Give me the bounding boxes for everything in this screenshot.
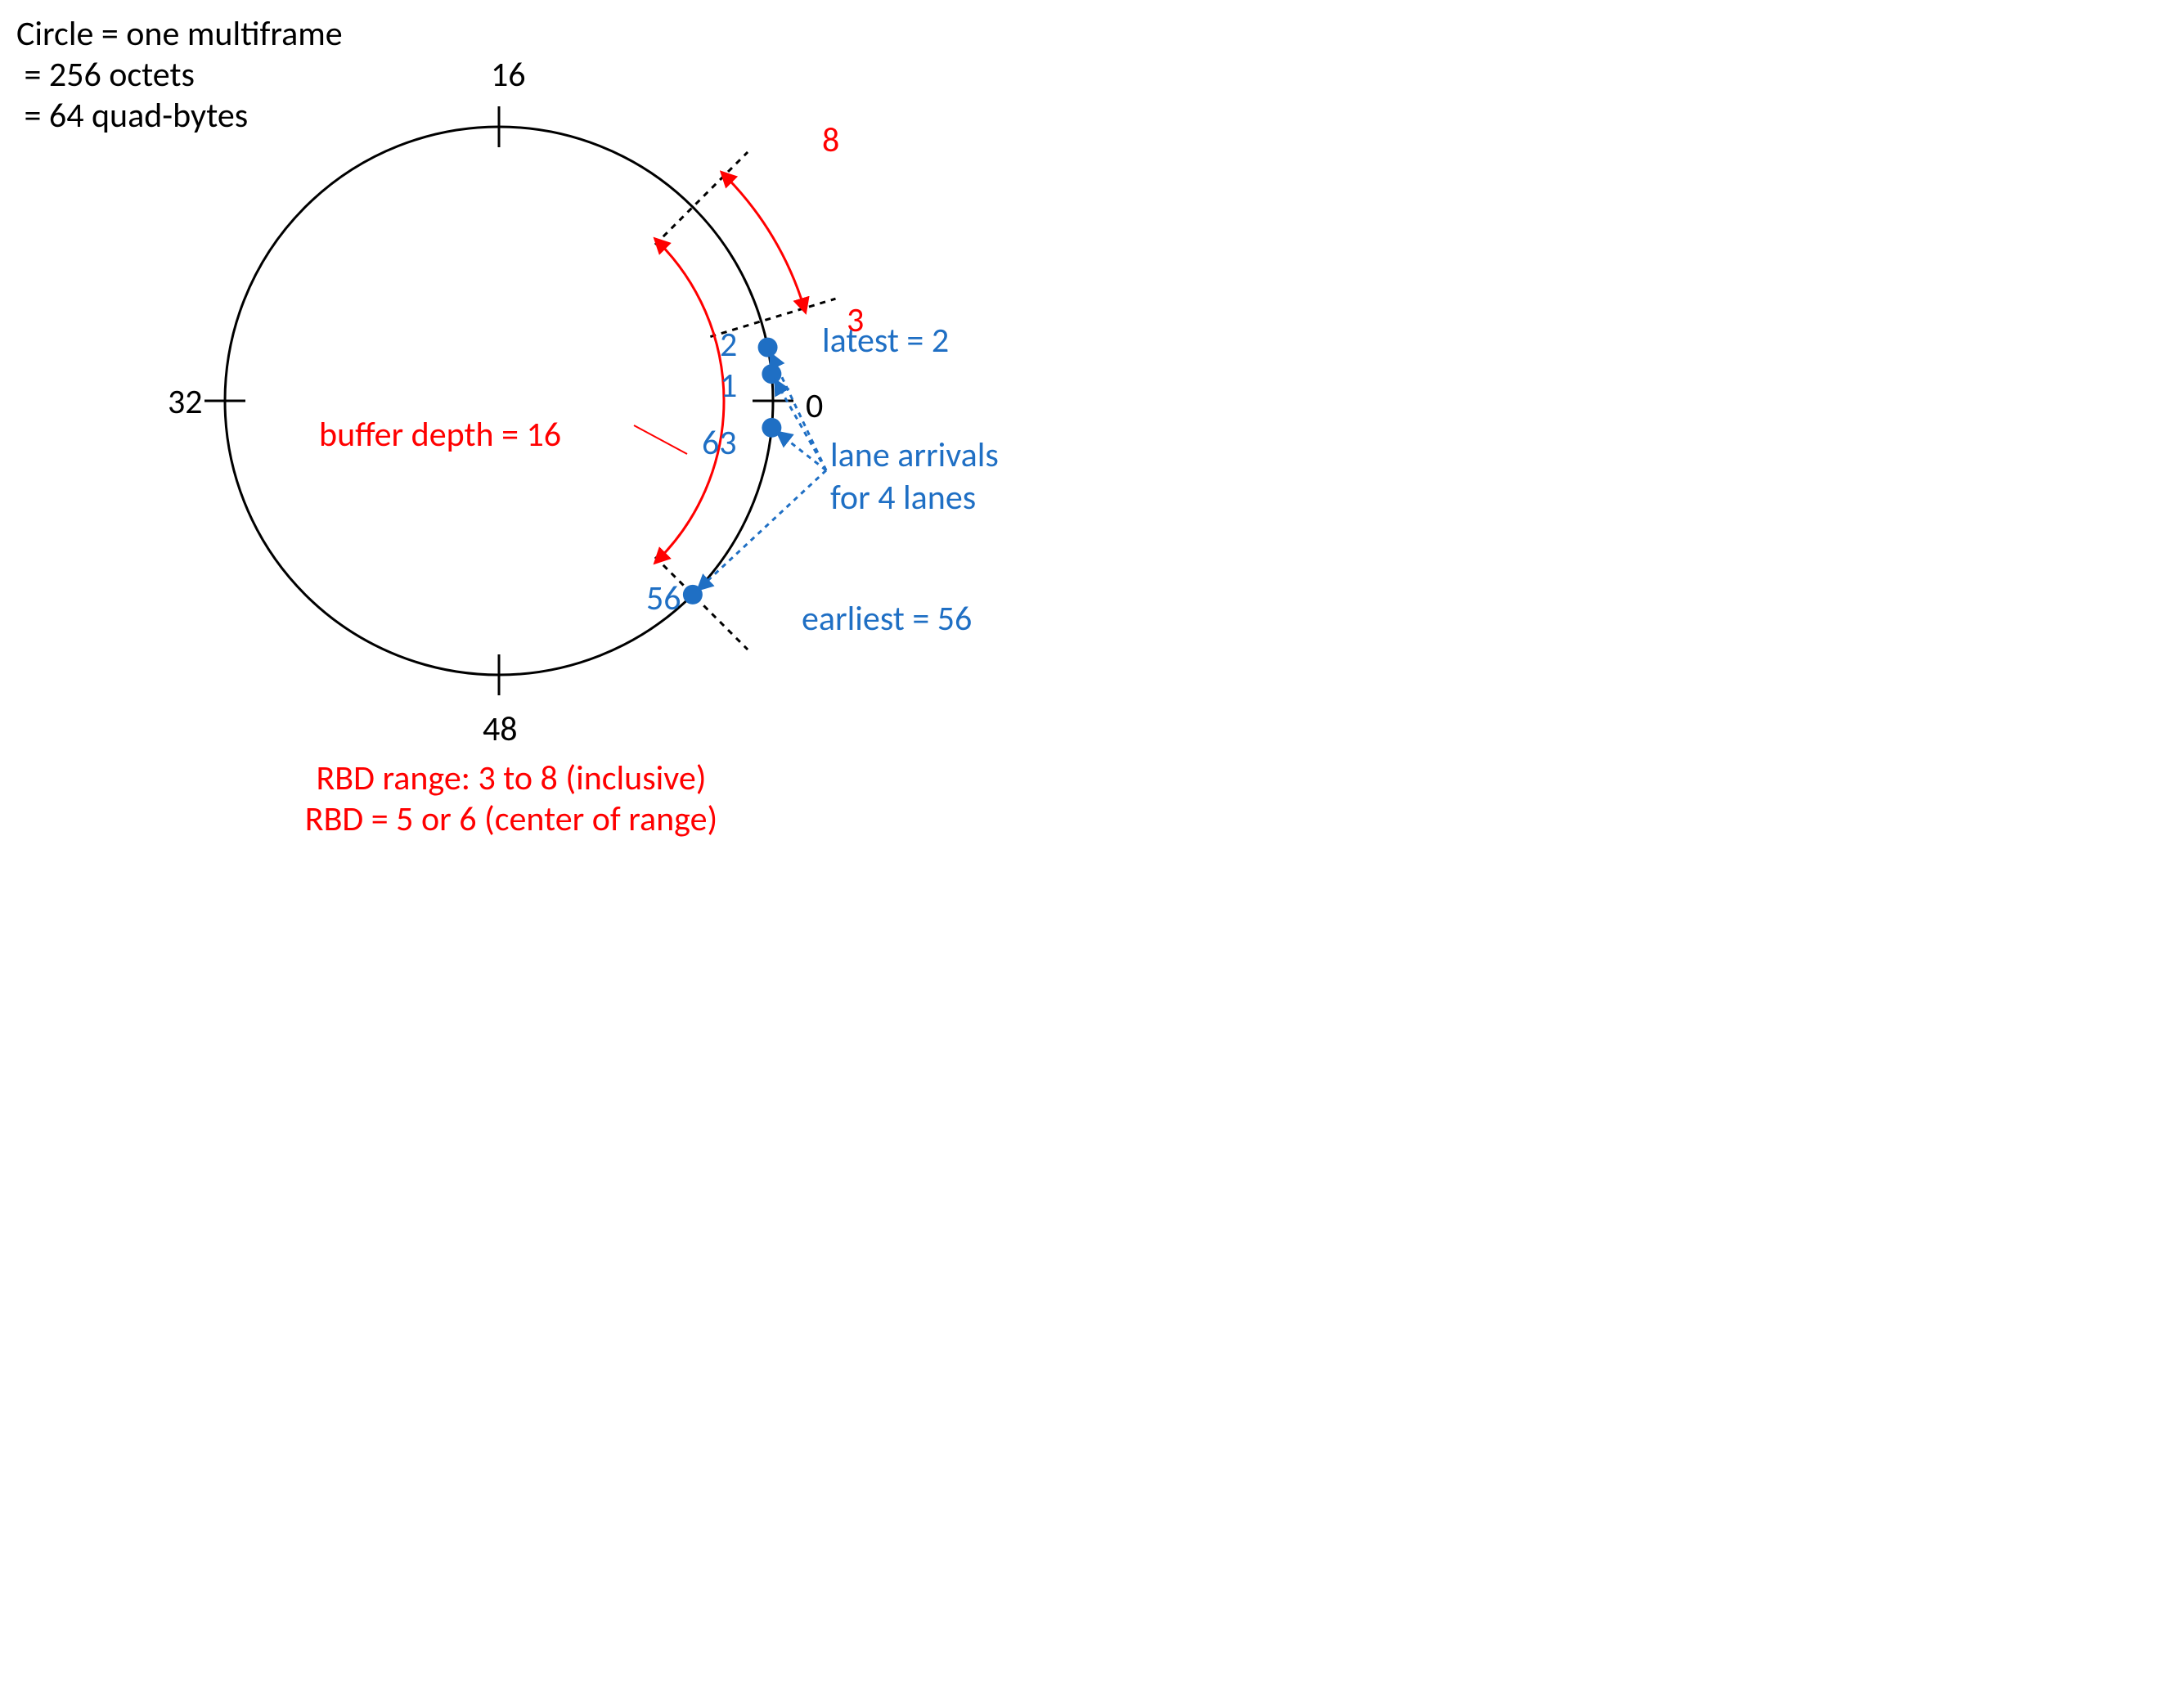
lane-dot xyxy=(758,338,778,357)
tick-label: 32 xyxy=(168,381,203,423)
lane-dot-label: 2 xyxy=(720,324,737,366)
lane-callout-text: lane arrivalsfor 4 lanes xyxy=(830,434,999,519)
lane-side-label: earliest = 56 xyxy=(802,598,972,640)
buffer-depth-label: buffer depth = 16 xyxy=(319,414,561,456)
footer-line: RBD range: 3 to 8 (inclusive) xyxy=(316,757,706,799)
footer-line: RBD = 5 or 6 (center of range) xyxy=(305,798,717,840)
lane-dot xyxy=(762,364,781,384)
lane-side-label: latest = 2 xyxy=(822,320,949,362)
buffer-depth-leader xyxy=(634,425,687,454)
lane-callout-arrow xyxy=(780,434,826,470)
tick-label: 16 xyxy=(491,54,526,96)
radial-end-label: 8 xyxy=(822,119,839,161)
lane-callout-arrow xyxy=(701,470,826,587)
rbd-range-arc xyxy=(725,175,804,308)
lane-dot-label: 56 xyxy=(646,578,681,619)
lane-dot-label: 1 xyxy=(720,365,737,407)
legend-text: Circle = one multiframe = 256 octets = 6… xyxy=(16,13,343,137)
dashed-radial xyxy=(655,152,748,245)
lane-dot-label: 63 xyxy=(702,422,737,464)
lane-dot xyxy=(683,585,703,605)
tick-label: 48 xyxy=(483,708,518,750)
buffer-depth-arc xyxy=(658,242,724,560)
lane-dot xyxy=(762,418,781,438)
tick-label: 0 xyxy=(806,385,823,427)
